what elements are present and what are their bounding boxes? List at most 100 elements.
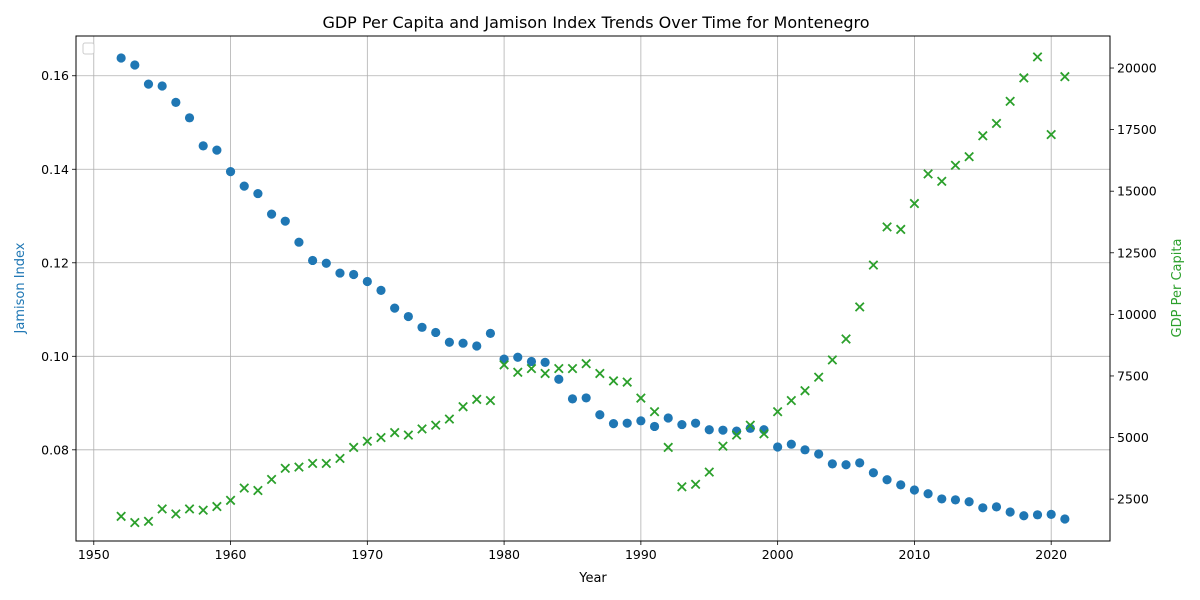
- gdp-per-capita-point: [786, 395, 797, 406]
- jamison-index-point: [362, 276, 372, 287]
- jamison-index-point: [431, 327, 441, 338]
- x-tick-label: 1980: [488, 547, 520, 562]
- jamison-index-point: [294, 237, 304, 247]
- x-tick-label: 1950: [78, 547, 110, 562]
- jamison-index-point: [184, 113, 195, 123]
- right-y-axis-ticks: 2500 5000 7500 10000 12500 15000 17500 20000: [1110, 61, 1157, 507]
- gdp-per-capita-point: [253, 485, 263, 496]
- gdp-per-capita-point: [212, 501, 222, 512]
- jamison-index-point: [198, 141, 208, 151]
- jamison-index-point: [321, 258, 331, 268]
- jamison-index-point: [513, 352, 523, 362]
- jamison-index-point: [581, 393, 591, 403]
- gdp-per-capita-point: [841, 334, 851, 344]
- gdp-per-capita-point: [157, 504, 168, 514]
- gdp-per-capita-point: [280, 463, 291, 474]
- left-y-tick-label: 0.10: [41, 349, 69, 364]
- x-axis-title: Year: [578, 571, 607, 586]
- jamison-index-point: [636, 416, 646, 426]
- gdp-per-capita-point: [581, 358, 591, 369]
- x-tick-label: 2010: [899, 547, 931, 562]
- gdp-per-capita-point: [389, 427, 400, 438]
- jamison-index-point: [212, 145, 222, 155]
- grid: [76, 36, 1110, 541]
- gdp-per-capita-point: [827, 355, 838, 365]
- gdp-per-capita-point: [964, 151, 974, 162]
- jamison-index-point: [171, 97, 181, 107]
- gdp-per-capita-point: [458, 401, 468, 412]
- jamison-index-point: [472, 341, 482, 351]
- x-tick-label: 2020: [1035, 547, 1067, 562]
- jamison-index-point: [417, 322, 427, 332]
- gdp-per-capita-point: [977, 130, 988, 141]
- jamison-index-point: [827, 459, 837, 469]
- left-y-axis-ticks: 0.08 0.10 0.12 0.14 0.16: [41, 68, 76, 457]
- gdp-per-capita-point: [430, 420, 441, 431]
- gdp-per-capita-point: [1046, 129, 1057, 140]
- gdp-per-capita-series: [116, 52, 1070, 528]
- gdp-per-capita-point: [677, 481, 687, 492]
- jamison-index-point: [130, 60, 140, 70]
- jamison-index-point: [704, 425, 714, 435]
- gdp-per-capita-point: [1018, 73, 1029, 83]
- jamison-index-point: [786, 439, 796, 449]
- right-y-tick-label: 10000: [1117, 307, 1157, 322]
- jamison-index-point: [157, 81, 167, 91]
- gdp-per-capita-point: [335, 453, 345, 464]
- gdp-per-capita-point: [143, 516, 154, 527]
- jamison-index-point: [882, 475, 892, 485]
- gdp-per-capita-point: [690, 479, 701, 490]
- gdp-per-capita-point: [595, 368, 605, 379]
- gdp-per-capita-point: [444, 414, 455, 424]
- gdp-per-capita-point: [731, 430, 742, 440]
- gdp-per-capita-point: [553, 363, 564, 374]
- right-y-tick-label: 17500: [1117, 122, 1157, 137]
- right-y-tick-label: 5000: [1117, 430, 1149, 445]
- gdp-per-capita-point: [950, 160, 961, 171]
- jamison-index-point: [526, 356, 537, 367]
- gdp-per-capita-point: [294, 462, 304, 472]
- jamison-index-point: [458, 338, 468, 348]
- right-y-axis-title: GDP Per Capita: [1170, 239, 1185, 338]
- jamison-index-point: [991, 502, 1002, 512]
- jamison-index-point: [280, 216, 290, 226]
- gdp-per-capita-point: [745, 420, 756, 431]
- jamison-index-point: [855, 458, 865, 468]
- legend-box: [82, 42, 95, 55]
- jamison-index-point: [143, 79, 154, 89]
- jamison-index-point: [608, 419, 619, 429]
- jamison-index-point: [1032, 510, 1043, 520]
- gdp-per-capita-point: [129, 517, 140, 528]
- gdp-per-capita-point: [348, 442, 359, 453]
- right-y-tick-label: 12500: [1117, 245, 1157, 260]
- gdp-per-capita-point: [526, 363, 537, 374]
- gdp-per-capita-point: [499, 360, 509, 370]
- gdp-per-capita-point: [813, 372, 824, 383]
- gdp-per-capita-point: [198, 505, 209, 516]
- gdp-per-capita-point: [471, 394, 482, 405]
- gdp-per-capita-point: [512, 367, 523, 378]
- jamison-index-point: [567, 394, 578, 404]
- gdp-per-capita-point: [909, 198, 920, 209]
- gdp-per-capita-point: [649, 406, 660, 417]
- gdp-per-capita-point: [1005, 96, 1015, 107]
- left-y-tick-label: 0.08: [41, 442, 69, 457]
- left-y-axis-title: Jamison Index: [13, 242, 28, 334]
- x-tick-label: 2000: [762, 547, 794, 562]
- gdp-per-capita-point: [362, 436, 373, 447]
- jamison-index-point: [266, 209, 277, 219]
- x-tick-label: 1960: [215, 547, 247, 562]
- jamison-index-point: [335, 268, 345, 278]
- gdp-per-capita-point: [882, 222, 892, 232]
- jamison-index-point: [376, 285, 386, 295]
- jamison-index-point: [595, 410, 605, 420]
- jamison-index-point: [622, 418, 632, 428]
- jamison-index-point: [403, 311, 413, 322]
- jamison-index-point: [308, 255, 318, 266]
- jamison-index-point: [663, 413, 673, 423]
- jamison-index-point: [540, 357, 550, 367]
- x-tick-label: 1990: [625, 547, 657, 562]
- jamison-index-point: [690, 418, 701, 428]
- plot-frame: [75, 35, 1111, 542]
